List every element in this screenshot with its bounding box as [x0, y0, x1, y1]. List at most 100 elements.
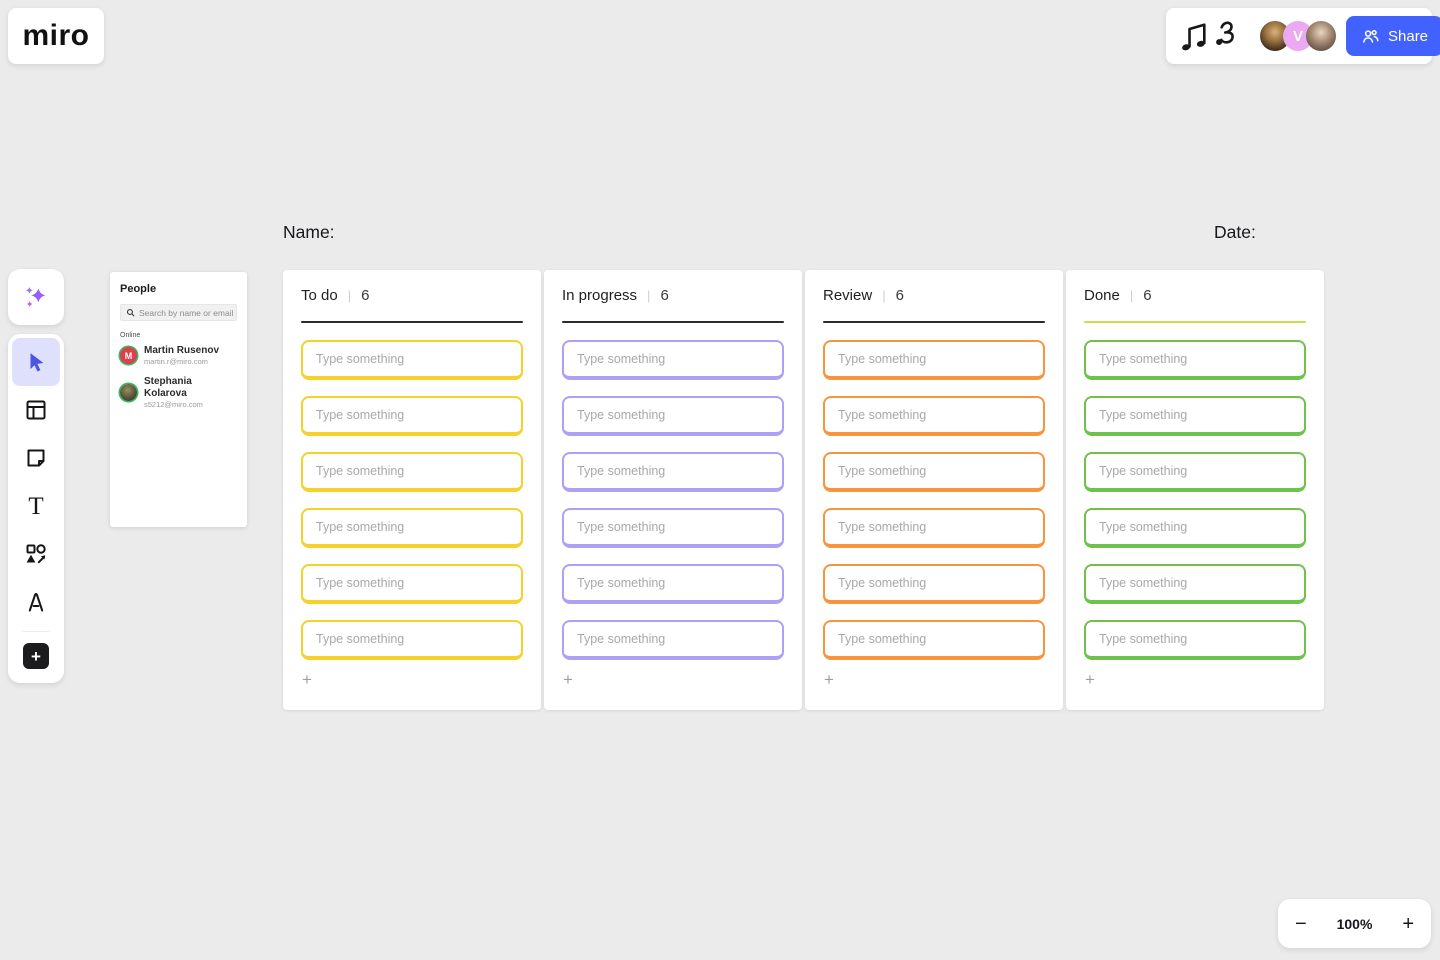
card-placeholder: Type something [1099, 520, 1188, 534]
cursor-icon [24, 350, 48, 374]
card-placeholder: Type something [1099, 352, 1188, 366]
sparkle-icon [22, 283, 50, 311]
zoom-out-button[interactable]: − [1295, 912, 1307, 935]
tool-sticky-note[interactable] [12, 434, 60, 482]
card-placeholder: Type something [1099, 408, 1188, 422]
text-card[interactable]: Type something [562, 620, 784, 660]
text-card[interactable]: Type something [562, 452, 784, 492]
member-email: martin.r@miro.com [144, 357, 208, 366]
people-list-item[interactable]: Stephania Kolarova s5212@miro.com [120, 376, 237, 410]
text-card[interactable]: Type something [562, 564, 784, 604]
ai-assistant-button[interactable] [8, 269, 64, 325]
card-list: Type something Type something Type somethi… [562, 340, 784, 660]
text-card[interactable]: Type something [301, 452, 523, 492]
text-card[interactable]: Type something [562, 508, 784, 548]
text-card[interactable]: Type something [301, 340, 523, 380]
tool-pen[interactable] [12, 578, 60, 626]
member-name: Stephania Kolarova [144, 375, 192, 399]
date-label: Date: [1214, 222, 1256, 242]
sticky-note-icon [24, 446, 48, 470]
search-placeholder: Search by name or email [139, 307, 234, 318]
share-label: Share [1388, 27, 1429, 45]
tool-text[interactable]: T [12, 482, 60, 530]
miro-logo-text: miro [22, 19, 90, 52]
miro-logo[interactable]: miro [8, 8, 104, 64]
member-name: Martin Rusenov [144, 345, 220, 356]
text-card[interactable]: Type something [301, 564, 523, 604]
column-title: Review [823, 287, 873, 304]
column-separator: | [647, 288, 651, 303]
column-header: To do | 6 [301, 287, 523, 308]
member-email: s5212@miro.com [144, 399, 203, 409]
text-card[interactable]: Type something [823, 564, 1045, 604]
column-count: 6 [660, 287, 669, 304]
card-placeholder: Type something [1099, 576, 1188, 590]
card-placeholder: Type something [1099, 464, 1188, 478]
text-card[interactable]: Type something [823, 340, 1045, 380]
people-list-item[interactable]: M Martin Rusenov martin.r@miro.com [120, 345, 237, 367]
column-header: Done | 6 [1084, 287, 1306, 308]
card-placeholder: Type something [577, 576, 666, 590]
card-list: Type something Type something Type somethi… [823, 340, 1045, 660]
text-card[interactable]: Type something [301, 508, 523, 548]
text-card[interactable]: Type something [1084, 340, 1306, 380]
card-list: Type something Type something Type somethi… [301, 340, 523, 660]
text-card[interactable]: Type something [1084, 396, 1306, 436]
text-card[interactable]: Type something [301, 620, 523, 660]
name-label: Name: [283, 222, 335, 242]
text-card[interactable]: Type something [562, 340, 784, 380]
card-placeholder: Type something [577, 520, 666, 534]
frame-layout-icon [24, 398, 48, 422]
tool-frames[interactable] [12, 386, 60, 434]
text-card[interactable]: Type something [1084, 620, 1306, 660]
kanban-column: In progress | 6 Type something Type somethin… [544, 270, 802, 710]
column-separator: | [347, 288, 352, 303]
tool-shapes[interactable] [12, 530, 60, 578]
collaborator-avatar[interactable] [1306, 21, 1336, 51]
kanban-column: Done | 6 Type something Type something Type s… [1066, 270, 1324, 710]
kanban-column: Review | 6 Type something Type something Type… [805, 270, 1063, 710]
card-placeholder: Type something [1099, 632, 1188, 646]
column-underline [301, 321, 523, 323]
card-placeholder: Type something [316, 520, 405, 534]
text-card[interactable]: Type something [1084, 508, 1306, 548]
text-card[interactable]: Type something [1084, 564, 1306, 604]
text-card[interactable]: Type something [823, 452, 1045, 492]
text-card[interactable]: Type something [1084, 452, 1306, 492]
pen-icon [24, 590, 48, 614]
toolbar-divider [22, 631, 50, 632]
share-button[interactable]: Share [1346, 16, 1440, 56]
add-card-button[interactable]: + [1085, 670, 1095, 689]
member-info: Martin Rusenov martin.r@miro.com [144, 345, 219, 367]
column-header: Review | 6 [823, 287, 1045, 308]
people-search-input[interactable]: Search by name or email [120, 304, 237, 321]
shapes-icon [24, 542, 48, 566]
text-card[interactable]: Type something [301, 396, 523, 436]
card-placeholder: Type something [577, 464, 666, 478]
text-card[interactable]: Type something [823, 620, 1045, 660]
card-placeholder: Type something [316, 576, 405, 590]
column-header: In progress | 6 [562, 287, 784, 308]
add-card-button[interactable]: + [824, 670, 834, 689]
column-count: 6 [361, 287, 370, 304]
people-list: M Martin Rusenov martin.r@miro.com Stephani… [120, 345, 237, 410]
column-separator: | [882, 288, 886, 303]
share-people-icon [1361, 27, 1380, 46]
zoom-level[interactable]: 100% [1336, 915, 1373, 932]
text-card[interactable]: Type something [562, 396, 784, 436]
column-count: 6 [1143, 287, 1152, 304]
card-placeholder: Type something [577, 408, 666, 422]
tool-select[interactable] [12, 338, 60, 386]
add-card-button[interactable]: + [563, 670, 573, 689]
text-card[interactable]: Type something [823, 396, 1045, 436]
column-title: In progress [562, 287, 638, 304]
column-underline [562, 321, 784, 323]
add-card-button[interactable]: + [302, 670, 312, 689]
card-list: Type something Type something Type somethi… [1084, 340, 1306, 660]
card-placeholder: Type something [577, 352, 666, 366]
text-card[interactable]: Type something [823, 508, 1045, 548]
zoom-in-button[interactable]: + [1402, 912, 1414, 935]
tool-add[interactable]: + [12, 637, 60, 675]
